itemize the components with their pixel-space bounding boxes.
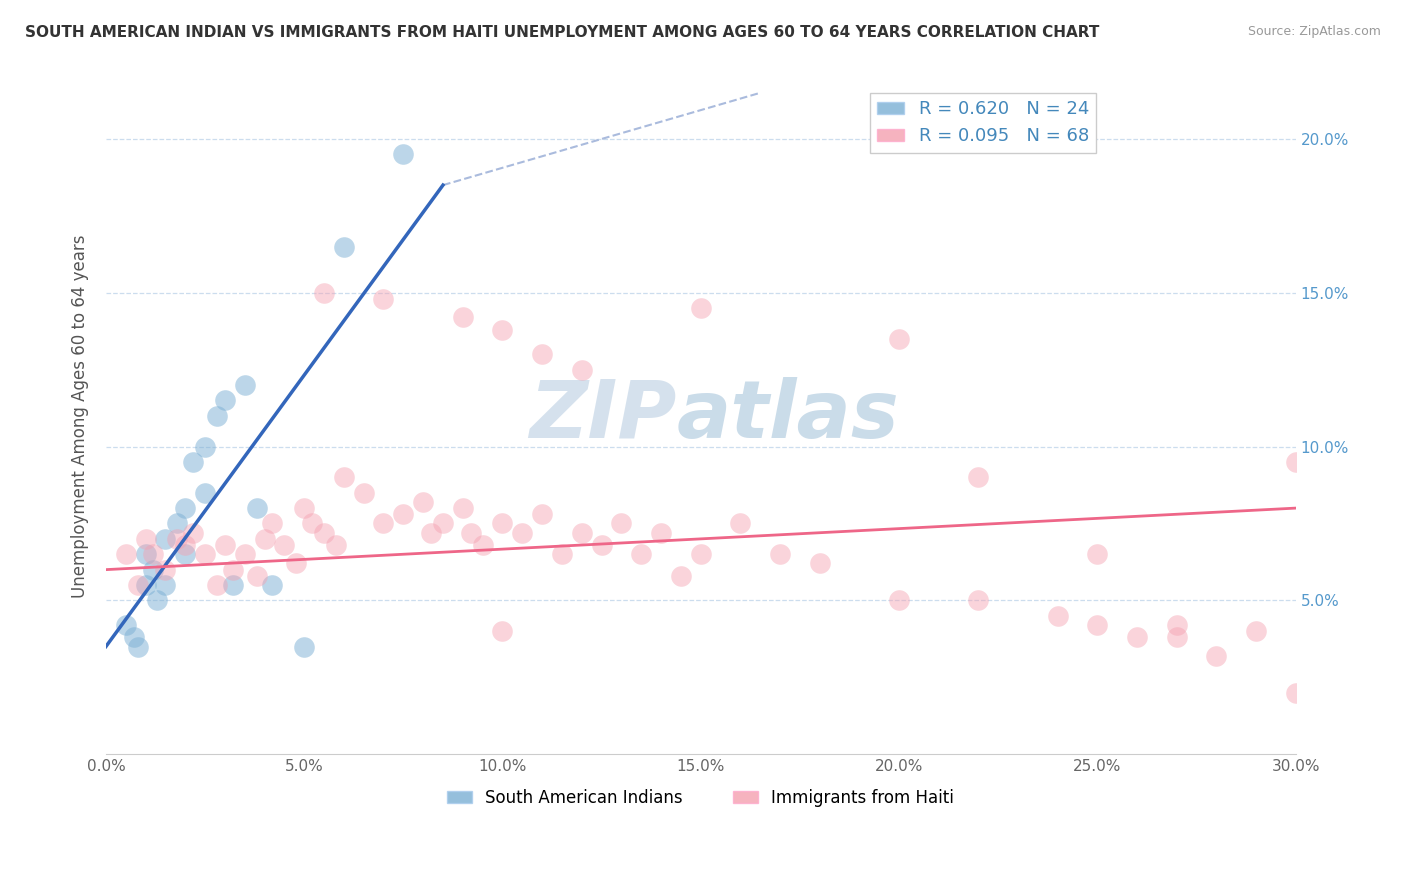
Point [451, 310, 474, 325]
Legend: South American Indians, Immigrants from Haiti: South American Indians, Immigrants from … [440, 782, 960, 814]
Point [531, 347, 554, 361]
Point [420, 525, 443, 540]
Point [312, 525, 335, 540]
Point [531, 508, 554, 522]
Point [273, 538, 295, 552]
Point [194, 440, 217, 454]
Point [412, 495, 434, 509]
Point [166, 532, 188, 546]
Point [432, 516, 454, 531]
Point [967, 470, 990, 484]
Point [689, 301, 711, 315]
Point [312, 285, 335, 300]
Point [214, 393, 236, 408]
Point [689, 547, 711, 561]
Point [292, 640, 315, 654]
Point [174, 538, 197, 552]
Point [127, 640, 149, 654]
Point [1244, 624, 1267, 639]
Point [460, 525, 482, 540]
Point [591, 538, 613, 552]
Point [887, 332, 910, 346]
Point [114, 618, 136, 632]
Point [1085, 547, 1108, 561]
Point [730, 516, 752, 531]
Point [233, 378, 256, 392]
Point [650, 525, 672, 540]
Point [155, 578, 177, 592]
Point [122, 630, 145, 644]
Point [205, 409, 228, 423]
Point [135, 532, 157, 546]
Point [510, 525, 533, 540]
Point [471, 538, 494, 552]
Point [253, 532, 276, 546]
Point [373, 292, 395, 306]
Y-axis label: Unemployment Among Ages 60 to 64 years: Unemployment Among Ages 60 to 64 years [72, 234, 89, 598]
Point [205, 578, 228, 592]
Point [246, 501, 269, 516]
Point [222, 563, 245, 577]
Point [292, 501, 315, 516]
Point [135, 578, 157, 592]
Point [571, 362, 593, 376]
Point [887, 593, 910, 607]
Point [373, 516, 395, 531]
Point [325, 538, 347, 552]
Point [1126, 630, 1149, 644]
Point [194, 547, 217, 561]
Point [1085, 618, 1108, 632]
Point [181, 455, 204, 469]
Point [1284, 686, 1306, 700]
Text: Source: ZipAtlas.com: Source: ZipAtlas.com [1247, 25, 1381, 38]
Point [146, 593, 169, 607]
Point [610, 516, 633, 531]
Point [1284, 455, 1306, 469]
Point [181, 525, 204, 540]
Point [491, 323, 513, 337]
Point [769, 547, 792, 561]
Point [246, 569, 269, 583]
Point [174, 501, 197, 516]
Point [669, 569, 692, 583]
Point [155, 532, 177, 546]
Point [1205, 648, 1227, 663]
Point [114, 547, 136, 561]
Point [392, 508, 415, 522]
Point [491, 624, 513, 639]
Point [222, 578, 245, 592]
Point [301, 516, 323, 531]
Point [1046, 608, 1069, 623]
Text: ZIP: ZIP [530, 376, 676, 455]
Point [571, 525, 593, 540]
Point [808, 557, 831, 571]
Point [353, 485, 375, 500]
Point [155, 563, 177, 577]
Point [194, 485, 217, 500]
Point [1166, 630, 1188, 644]
Point [491, 516, 513, 531]
Point [630, 547, 652, 561]
Point [262, 516, 284, 531]
Point [451, 501, 474, 516]
Point [262, 578, 284, 592]
Point [551, 547, 574, 561]
Point [392, 147, 415, 161]
Point [233, 547, 256, 561]
Point [142, 547, 165, 561]
Point [967, 593, 990, 607]
Point [166, 516, 188, 531]
Point [142, 563, 165, 577]
Point [214, 538, 236, 552]
Point [285, 557, 308, 571]
Text: atlas: atlas [676, 376, 900, 455]
Point [333, 470, 356, 484]
Point [174, 547, 197, 561]
Text: SOUTH AMERICAN INDIAN VS IMMIGRANTS FROM HAITI UNEMPLOYMENT AMONG AGES 60 TO 64 : SOUTH AMERICAN INDIAN VS IMMIGRANTS FROM… [25, 25, 1099, 40]
Point [333, 239, 356, 253]
Point [1166, 618, 1188, 632]
Point [127, 578, 149, 592]
Point [135, 547, 157, 561]
